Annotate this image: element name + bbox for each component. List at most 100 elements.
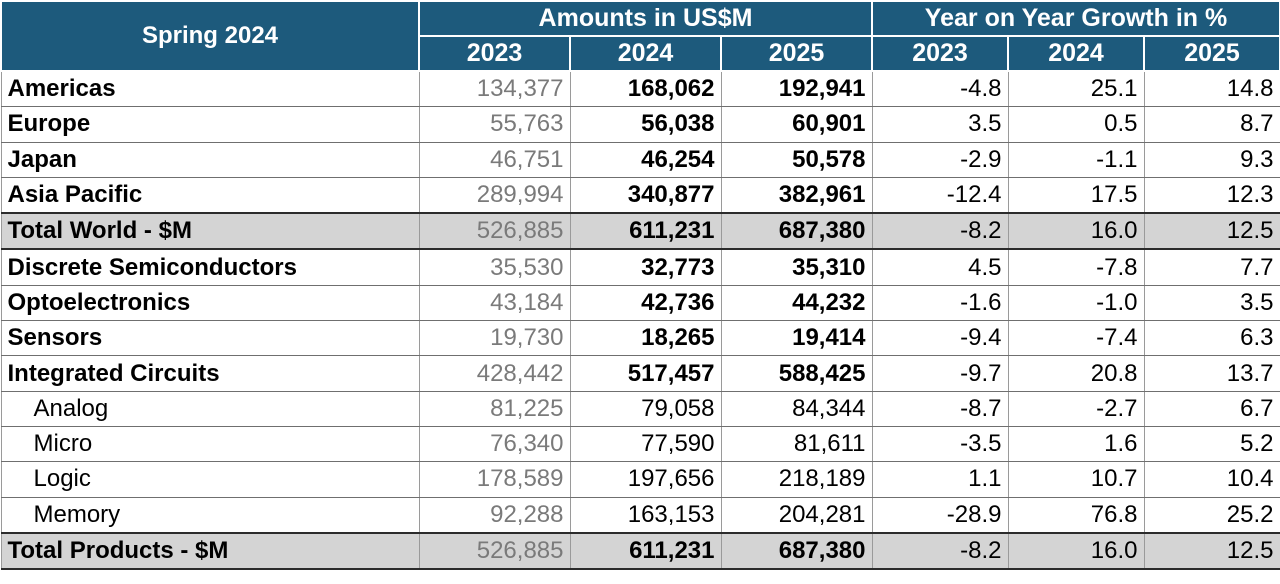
cell-amount-2025: 19,414	[720, 320, 873, 357]
cell-amount-2025: 35,310	[720, 249, 873, 286]
cell-amount-2024: 611,231	[569, 531, 722, 571]
cell-amount-2024: 46,254	[569, 142, 722, 178]
forecast-table: Spring 2024 Amounts in US$M Year on Year…	[0, 0, 1280, 571]
cell-growth-2024: 25.1	[1007, 70, 1145, 108]
cell-growth-2025: 10.4	[1143, 461, 1280, 498]
cell-amount-2023: 526,885	[418, 531, 571, 571]
cell-growth-2023: -9.7	[871, 355, 1009, 392]
cell-amount-2023: 92,288	[418, 497, 571, 534]
cell-amount-2025: 204,281	[720, 497, 873, 534]
cell-growth-2024: 16.0	[1007, 531, 1145, 571]
table-row: Sensors 19,730 18,265 19,414 -9.4 -7.4 6.3	[0, 320, 1280, 357]
cell-growth-2024: -2.7	[1007, 391, 1145, 427]
cell-growth-2023: -4.8	[871, 70, 1009, 108]
cell-amount-2024: 77,590	[569, 426, 722, 463]
year-header-growth-2025: 2025	[1142, 35, 1280, 72]
row-label: Total World - $M	[0, 212, 420, 251]
cell-amount-2025: 60,901	[720, 106, 873, 143]
row-label: Integrated Circuits	[0, 355, 420, 392]
cell-growth-2025: 12.3	[1143, 177, 1280, 214]
cell-amount-2023: 35,530	[418, 249, 571, 286]
table-title: Spring 2024	[0, 0, 420, 72]
cell-growth-2023: 1.1	[871, 461, 1009, 498]
cell-growth-2025: 12.5	[1143, 531, 1280, 571]
cell-growth-2023: 3.5	[871, 106, 1009, 143]
cell-growth-2025: 6.7	[1143, 391, 1280, 427]
row-label: Asia Pacific	[0, 177, 420, 214]
table-row: Memory 92,288 163,153 204,281 -28.9 76.8 25.2	[0, 497, 1280, 534]
table-body: Americas 134,377 168,062 192,941 -4.8 25.1 14.…	[0, 70, 1280, 571]
cell-growth-2023: -12.4	[871, 177, 1009, 214]
cell-amount-2025: 687,380	[720, 212, 873, 251]
cell-growth-2024: -1.0	[1007, 285, 1145, 322]
table-row: Discrete Semiconductors 35,530 32,773 35,31…	[0, 249, 1280, 286]
table-row: Integrated Circuits 428,442 517,457 588,425…	[0, 355, 1280, 392]
cell-amount-2024: 163,153	[569, 497, 722, 534]
row-label: Memory	[0, 497, 420, 534]
cell-amount-2025: 192,941	[720, 70, 873, 108]
year-header-amount-2024: 2024	[569, 35, 722, 72]
year-header-amount-2023: 2023	[418, 35, 571, 72]
cell-growth-2025: 14.8	[1143, 70, 1280, 108]
cell-growth-2024: -1.1	[1007, 142, 1145, 178]
cell-growth-2024: 17.5	[1007, 177, 1145, 214]
cell-growth-2023: -8.2	[871, 212, 1009, 251]
table-row: Americas 134,377 168,062 192,941 -4.8 25.1 14.…	[0, 70, 1280, 108]
row-label: Logic	[0, 461, 420, 498]
cell-amount-2023: 134,377	[418, 70, 571, 108]
cell-growth-2025: 3.5	[1143, 285, 1280, 322]
row-label: Optoelectronics	[0, 285, 420, 322]
cell-amount-2023: 55,763	[418, 106, 571, 143]
table-row: Analog 81,225 79,058 84,344 -8.7 -2.7 6.7	[0, 391, 1280, 427]
cell-amount-2025: 382,961	[720, 177, 873, 214]
row-label: Americas	[0, 70, 420, 108]
row-label: Sensors	[0, 320, 420, 357]
cell-amount-2024: 18,265	[569, 320, 722, 357]
cell-amount-2023: 81,225	[418, 391, 571, 427]
cell-amount-2024: 42,736	[569, 285, 722, 322]
row-label: Europe	[0, 106, 420, 143]
row-label: Total Products - $M	[0, 531, 420, 571]
table-row: Optoelectronics 43,184 42,736 44,232 -1.6 -1.…	[0, 285, 1280, 322]
cell-amount-2024: 32,773	[569, 249, 722, 286]
cell-amount-2023: 46,751	[418, 142, 571, 178]
cell-growth-2024: 0.5	[1007, 106, 1145, 143]
cell-amount-2023: 526,885	[418, 212, 571, 251]
cell-growth-2024: -7.8	[1007, 249, 1145, 286]
cell-amount-2023: 19,730	[418, 320, 571, 357]
cell-growth-2023: -3.5	[871, 426, 1009, 463]
cell-amount-2025: 687,380	[720, 531, 873, 571]
cell-amount-2023: 289,994	[418, 177, 571, 214]
table-row: Japan 46,751 46,254 50,578 -2.9 -1.1 9.3	[0, 142, 1280, 178]
table-row: Micro 76,340 77,590 81,611 -3.5 1.6 5.2	[0, 426, 1280, 463]
cell-amount-2024: 611,231	[569, 212, 722, 251]
cell-growth-2024: 16.0	[1007, 212, 1145, 251]
cell-amount-2025: 218,189	[720, 461, 873, 498]
cell-growth-2023: -28.9	[871, 497, 1009, 534]
year-header-growth-2024: 2024	[1007, 35, 1145, 72]
cell-growth-2025: 7.7	[1143, 249, 1280, 286]
cell-growth-2025: 13.7	[1143, 355, 1280, 392]
cell-growth-2024: 20.8	[1007, 355, 1145, 392]
cell-growth-2025: 9.3	[1143, 142, 1280, 178]
growth-group-header: Year on Year Growth in %	[870, 0, 1280, 37]
table-header: Spring 2024 Amounts in US$M Year on Year…	[0, 0, 1280, 72]
cell-amount-2024: 79,058	[569, 391, 722, 427]
cell-amount-2023: 428,442	[418, 355, 571, 392]
cell-amount-2024: 168,062	[569, 70, 722, 108]
cell-amount-2024: 340,877	[569, 177, 722, 214]
cell-amount-2025: 588,425	[720, 355, 873, 392]
cell-amount-2025: 50,578	[720, 142, 873, 178]
row-label: Japan	[0, 142, 420, 178]
table-row: Total World - $M 526,885 611,231 687,380 -8.…	[0, 212, 1280, 251]
table-row: Total Products - $M 526,885 611,231 687,380…	[0, 531, 1280, 571]
table-row: Europe 55,763 56,038 60,901 3.5 0.5 8.7	[0, 106, 1280, 143]
amounts-group-header: Amounts in US$M	[418, 0, 873, 37]
cell-amount-2024: 197,656	[569, 461, 722, 498]
cell-growth-2023: -2.9	[871, 142, 1009, 178]
row-label: Discrete Semiconductors	[0, 249, 420, 286]
cell-amount-2023: 76,340	[418, 426, 571, 463]
cell-growth-2024: 1.6	[1007, 426, 1145, 463]
row-label: Analog	[0, 391, 420, 427]
cell-growth-2023: -1.6	[871, 285, 1009, 322]
